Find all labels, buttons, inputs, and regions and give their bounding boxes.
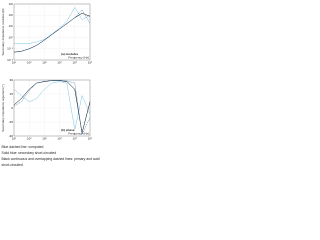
series-line xyxy=(14,6,91,44)
x-axis-label: Frequency (Hz) xyxy=(68,55,89,59)
y-tick-label: 90 xyxy=(10,78,14,82)
x-axis-label: Frequency (Hz) xyxy=(68,131,89,135)
x-tick-label: 10⁴ xyxy=(57,136,62,140)
x-tick-label: 10¹ xyxy=(12,136,16,140)
x-tick-label: 10⁶ xyxy=(88,136,93,140)
y-axis-label: Secondary impedance modulus (Ω) xyxy=(1,8,5,55)
y-tick-label: 10⁻² xyxy=(7,58,13,62)
y-tick-label: -90 xyxy=(9,134,14,138)
y-tick-label: 0 xyxy=(11,106,13,110)
background xyxy=(0,0,100,177)
y-tick-label: 45 xyxy=(10,92,14,96)
x-tick-label: 10³ xyxy=(42,136,46,140)
y-tick-label: 10⁻¹ xyxy=(7,47,13,51)
x-tick-label: 10⁶ xyxy=(88,60,93,64)
x-tick-label: 10⁵ xyxy=(73,60,78,64)
panel-label: (a) modulus xyxy=(61,52,78,56)
caption-line: Blue dashed line: computed xyxy=(2,145,44,149)
y-tick-label: 10⁰ xyxy=(8,35,13,39)
y-tick-label: 10² xyxy=(9,13,13,17)
x-tick-label: 10⁵ xyxy=(73,136,78,140)
y-tick-label: -45 xyxy=(9,120,14,124)
caption-line: short-circuited xyxy=(2,163,23,167)
x-tick-label: 10¹ xyxy=(12,60,16,64)
x-tick-label: 10³ xyxy=(42,60,46,64)
series-line xyxy=(13,80,91,136)
x-tick-label: 10² xyxy=(27,60,31,64)
caption-line: Black continuous and overlapping dashed … xyxy=(2,157,101,161)
y-tick-label: 10¹ xyxy=(9,24,13,28)
y-axis-label: Secondary impedance argument (°) xyxy=(1,84,5,131)
x-tick-label: 10² xyxy=(27,136,31,140)
y-tick-label: 10³ xyxy=(9,2,13,6)
caption-line: Solid blue: secondary short-circuited xyxy=(2,151,57,155)
series-line xyxy=(13,81,91,130)
plot-frame xyxy=(13,3,91,61)
plot-frame xyxy=(13,79,91,137)
series-line xyxy=(13,9,91,53)
panel-label: (b) phase xyxy=(61,128,75,132)
x-tick-label: 10⁴ xyxy=(57,60,62,64)
